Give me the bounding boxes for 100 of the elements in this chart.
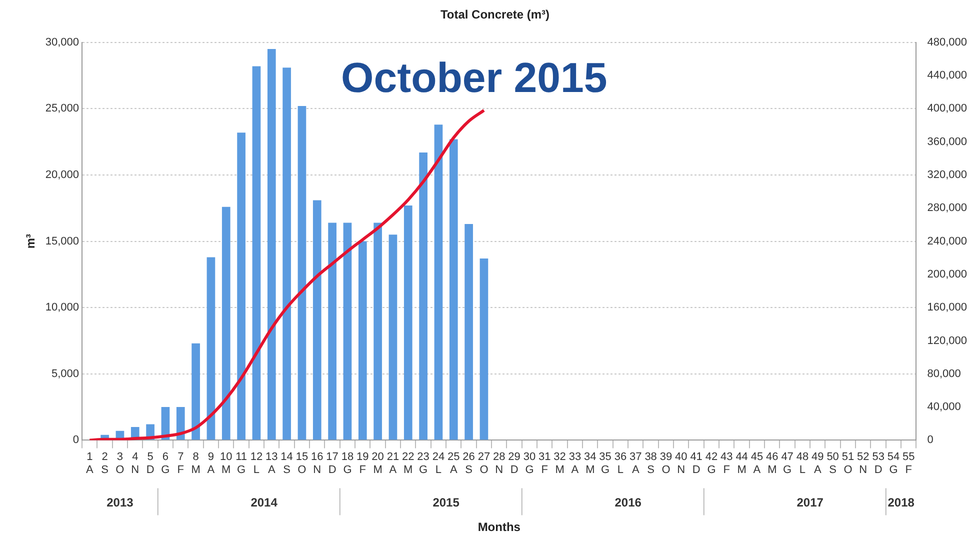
x-tick-label: 9 A: [207, 450, 216, 476]
x-tick-label: 37 A: [630, 450, 642, 476]
x-tick-label: 45 A: [750, 450, 764, 476]
bar: [449, 139, 458, 440]
y2-tick-label: 200,000: [927, 268, 968, 280]
x-tick-label: 22 M: [402, 450, 414, 476]
bar: [419, 152, 428, 440]
y2-tick-label: 120,000: [927, 334, 968, 347]
bar: [176, 407, 185, 440]
text: 2016: [614, 496, 642, 510]
y-tick-label: 10,000: [45, 302, 80, 314]
x-tick-label: 7 F: [177, 450, 184, 476]
y2-tick-label: 480,000: [927, 36, 968, 48]
bar: [267, 49, 276, 440]
bar: [464, 224, 473, 440]
x-tick-label: 34 M: [584, 450, 596, 476]
x-tick-label: 29 D: [508, 450, 520, 476]
bar: [388, 234, 398, 440]
x-tick-label: 38 S: [644, 450, 657, 476]
y-tick-label: 5,000: [52, 368, 80, 380]
x-tick-label: 12 L: [250, 450, 263, 476]
x-tick-label: 54 G: [887, 450, 900, 476]
x-tick-label: 51 O: [842, 450, 854, 476]
x-tick-label: 49 A: [812, 450, 824, 476]
bar: [252, 66, 261, 440]
x-tick-label: 18 G: [341, 450, 354, 476]
x-tick-label: 40 N: [675, 450, 688, 476]
x-tick-label: 31 F: [538, 450, 551, 476]
y2-tick-label: 240,000: [927, 235, 968, 248]
text: 2014: [250, 496, 278, 510]
x-tick-label: 53 D: [872, 450, 884, 476]
bar: [358, 241, 367, 440]
x-tick-label: 44 M: [736, 450, 748, 476]
x-tick-label: 52 N: [857, 450, 870, 476]
x-tick-label: 50 S: [826, 450, 839, 476]
bar: [206, 257, 216, 440]
annotation: October 2015: [341, 54, 608, 101]
x-axis-title: Months: [478, 520, 521, 534]
bar: [282, 68, 291, 440]
y2-tick-label: 40,000: [927, 401, 961, 414]
y-tick-label: 15,000: [45, 235, 80, 248]
bar: [480, 258, 488, 440]
x-tick-label: 11 G: [236, 450, 248, 476]
text: 2018: [888, 496, 915, 510]
x-tick-label: 4 N: [131, 450, 140, 476]
x-tick-label: 39 O: [660, 450, 672, 476]
y2-tick-label: 320,000: [927, 169, 968, 182]
x-tick-label: 27 O: [478, 450, 490, 476]
line-series: [88, 108, 486, 440]
bar: [434, 124, 443, 440]
bar: [328, 222, 336, 440]
bar: [237, 132, 246, 440]
bar: [192, 343, 200, 440]
y-axis-title: m³: [24, 234, 38, 249]
text: 2013: [106, 496, 134, 510]
x-tick-label: 46 M: [766, 450, 778, 476]
text: 2017: [796, 496, 824, 510]
x-tick-label: 14 S: [280, 450, 293, 476]
x-tick-label: 32 M: [554, 450, 566, 476]
x-tick-label: 48 L: [796, 450, 809, 476]
y2-tick-label: 360,000: [927, 136, 968, 148]
x-tick-label: 43 F: [720, 450, 733, 476]
bar: [222, 206, 230, 440]
x-tick-label: 5 D: [146, 450, 154, 476]
x-tick-label: 47 G: [781, 450, 794, 476]
y-tick-label: 25,000: [45, 102, 80, 115]
bar: [312, 200, 322, 440]
bar: [374, 222, 382, 440]
y2-tick-label: 0: [927, 434, 934, 446]
x-tick-label: 30 G: [523, 450, 536, 476]
y2-tick-label: 160,000: [927, 302, 968, 314]
y2-tick-label: 440,000: [927, 70, 968, 82]
x-tick-label: 17 D: [326, 450, 338, 476]
x-tick-label: 3 O: [116, 450, 125, 476]
y2-tick-label: 80,000: [927, 368, 961, 380]
y-tick-label: 0: [72, 434, 80, 446]
y-tick-label: 20,000: [45, 169, 80, 182]
x-tick-label: 33 A: [568, 450, 582, 476]
x-tick-label: 15 O: [296, 450, 308, 476]
x-tick-label: 2 S: [101, 450, 108, 476]
x-tick-label: 35 G: [599, 450, 612, 476]
chart-title: Total Concrete (m³): [440, 8, 550, 22]
y2-tick-label: 280,000: [927, 202, 968, 214]
text: 2015: [432, 496, 460, 510]
bar: [298, 106, 306, 440]
x-tick-label: 6 G: [161, 450, 170, 476]
x-tick-label: 25 A: [448, 450, 460, 476]
x-tick-label: 21 A: [386, 450, 400, 476]
bar: [404, 206, 412, 440]
x-tick-label: 24 L: [432, 450, 445, 476]
x-tick-label: 26 S: [462, 450, 475, 476]
y2-tick-label: 400,000: [927, 102, 968, 115]
bar: [343, 222, 352, 440]
x-tick-label: 10 M: [220, 450, 232, 476]
x-tick-label: 41 D: [690, 450, 702, 476]
x-tick-label: 8 M: [191, 450, 200, 476]
x-tick-label: 42 G: [705, 450, 718, 476]
x-tick-label: 20 M: [372, 450, 384, 476]
x-tick-label: 19 F: [356, 450, 369, 476]
x-tick-label: 55 F: [902, 450, 915, 476]
